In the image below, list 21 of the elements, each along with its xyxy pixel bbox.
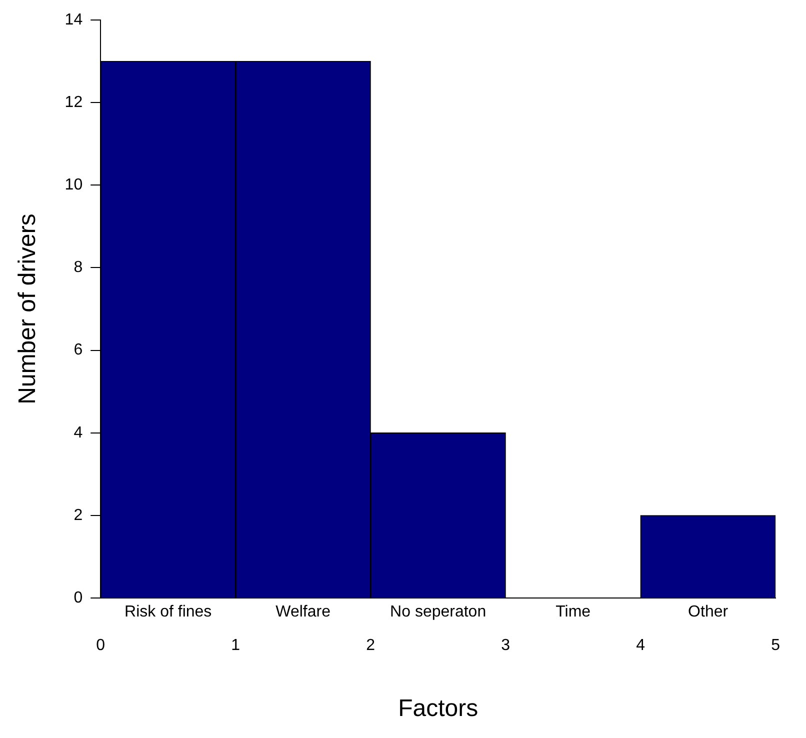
y-tick-label: 6 xyxy=(74,342,83,359)
y-tick-label: 12 xyxy=(64,94,83,111)
category-label: Time xyxy=(556,603,591,620)
category-label: Other xyxy=(688,603,728,620)
y-tick-label: 4 xyxy=(74,424,83,442)
y-tick-label: 8 xyxy=(74,259,83,276)
x-tick-label: 1 xyxy=(231,637,240,654)
y-tick-label: 2 xyxy=(74,506,83,524)
y-tick-label: 10 xyxy=(64,176,83,194)
category-label: Risk of fines xyxy=(124,603,212,620)
y-tick-label: 0 xyxy=(74,589,83,606)
x-tick-label: 4 xyxy=(636,637,646,654)
x-axis-title: Factors xyxy=(398,695,478,722)
x-tick-label: 3 xyxy=(501,637,510,654)
x-tick-label: 0 xyxy=(96,637,106,654)
y-axis-title: Number of drivers xyxy=(14,214,42,404)
x-tick-label: 5 xyxy=(771,637,780,654)
y-tick-label: 14 xyxy=(64,11,83,28)
category-label: No seperaton xyxy=(390,603,486,620)
x-tick-label: 2 xyxy=(366,637,376,654)
category-label: Welfare xyxy=(276,603,331,620)
